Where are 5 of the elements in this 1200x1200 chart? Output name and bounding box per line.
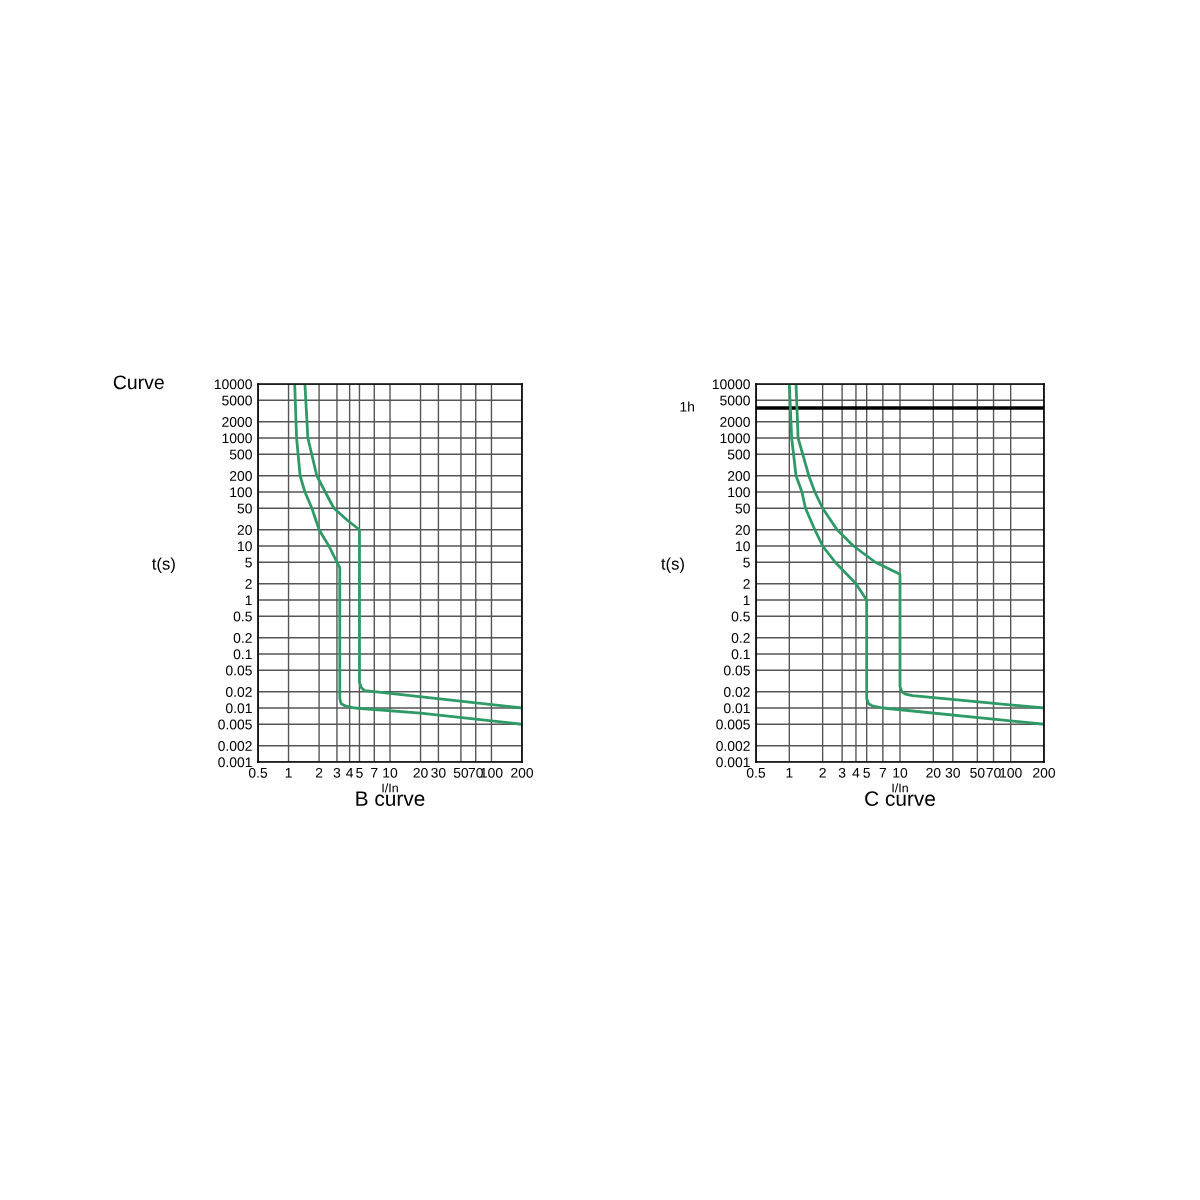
text: C curve — [865, 791, 935, 807]
y-axis-title: t(s) — [152, 557, 175, 573]
y-axis-title: t(s) — [661, 557, 684, 573]
text: Curve — [113, 375, 164, 390]
text: B curve — [356, 791, 425, 807]
